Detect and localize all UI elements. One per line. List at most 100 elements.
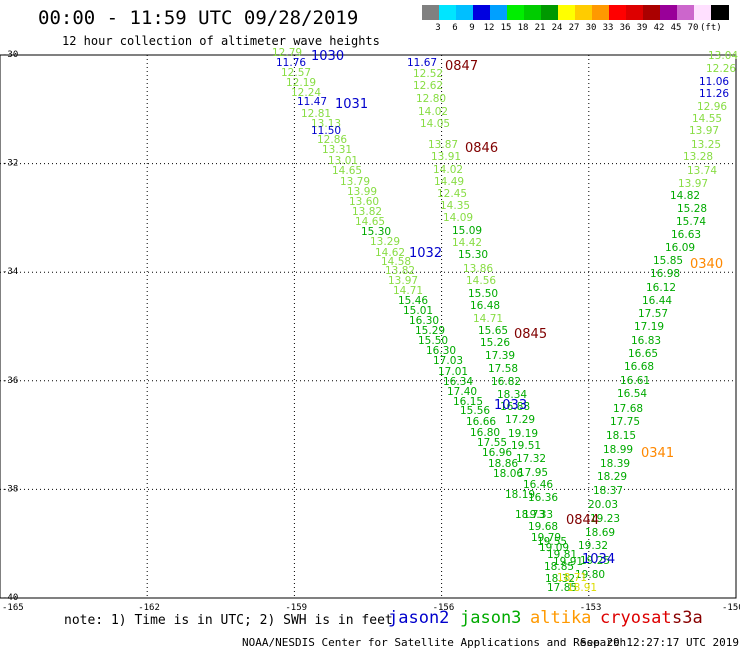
legend-tick-label: 36 — [619, 23, 631, 33]
lon-tick-label: -153 — [580, 603, 602, 613]
wave-height-value: 14.58 — [381, 256, 411, 268]
wave-height-value: 15.26 — [480, 337, 510, 349]
wave-height-value: 12.79 — [272, 47, 302, 59]
wave-height-value: 14.05 — [420, 118, 450, 130]
wave-height-value: 14.62 — [375, 247, 405, 259]
legend-tick-label: 15 — [500, 23, 512, 33]
wave-height-value: 16.15 — [453, 396, 483, 408]
legend-swatch — [660, 5, 678, 20]
legend-altika: altika — [530, 608, 592, 628]
wave-height-value: 17.68 — [613, 403, 643, 415]
wave-height-value: 11.26 — [699, 88, 729, 100]
wave-height-value: 17.58 — [488, 363, 518, 375]
wave-height-value: 18.91 — [567, 582, 597, 594]
lat-tick-label: -32 — [2, 159, 18, 169]
wave-height-value: 12.26 — [706, 63, 736, 75]
wave-height-value: 14.02 — [418, 106, 448, 118]
wave-height-value: 15.74 — [676, 216, 706, 228]
legend-swatch — [524, 5, 542, 20]
wave-height-value: 14.35 — [440, 200, 470, 212]
wave-height-value: 12.57 — [281, 67, 311, 79]
wave-height-value: 12.62 — [413, 80, 443, 92]
wave-height-value: 17.95 — [518, 467, 548, 479]
wave-height-value: 15.85 — [653, 255, 683, 267]
wave-height-value: 16.80 — [470, 427, 500, 439]
wave-height-value: 14.71 — [393, 285, 423, 297]
wave-height-value: 17.85 — [547, 582, 577, 594]
pass-time-label: 1034 — [582, 552, 615, 567]
pass-time-label: 0845 — [514, 327, 547, 342]
legend-tick-label: 21 — [534, 23, 546, 33]
lon-tick-label: -159 — [285, 603, 307, 613]
legend-tick-label: 45 — [670, 23, 682, 33]
wave-height-value: 16.46 — [523, 479, 553, 491]
wave-height-value: 11.47 — [297, 96, 327, 108]
lat-tick-label: -36 — [2, 376, 18, 386]
legend-tick-label: 9 — [469, 23, 475, 33]
wave-height-value: 13.60 — [349, 196, 379, 208]
wave-height-value: 12.81 — [301, 108, 331, 120]
wave-height-value: 16.48 — [470, 300, 500, 312]
pass-time-label: 1030 — [311, 49, 344, 64]
wave-height-value: 14.56 — [466, 275, 496, 287]
wave-height-value: 12.45 — [437, 188, 467, 200]
wave-height-value: 18.69 — [585, 527, 615, 539]
wave-height-value: 17.03 — [433, 355, 463, 367]
wave-height-value: 14.82 — [670, 190, 700, 202]
legend-swatch — [541, 5, 559, 20]
wave-height-value: 13.99 — [347, 186, 377, 198]
lat-tick-label: -38 — [2, 484, 18, 494]
wave-height-value: 17.39 — [485, 350, 515, 362]
wave-height-value: 15.30 — [458, 249, 488, 261]
wave-height-value: 16.65 — [628, 348, 658, 360]
pass-time-label: 1031 — [335, 97, 368, 112]
wave-height-value: 19.81 — [547, 549, 577, 561]
wave-height-value: 14.55 — [692, 113, 722, 125]
wave-height-value: 12.80 — [416, 93, 446, 105]
wave-height-value: 13.04 — [708, 50, 738, 62]
wave-height-value: 18.19 — [505, 489, 535, 501]
wave-height-value: 19.91 — [553, 556, 583, 568]
wave-height-value: 15.09 — [452, 225, 482, 237]
legend-tick-label: 3 — [435, 23, 441, 33]
wave-height-value: 18.86 — [488, 458, 518, 470]
wave-height-value: 18.99 — [603, 444, 633, 456]
wave-height-value: 16.44 — [642, 295, 672, 307]
wave-height-value: 16.98 — [650, 268, 680, 280]
wave-height-value: 16.09 — [665, 242, 695, 254]
wave-height-value: 18.34 — [497, 389, 527, 401]
legend-swatch — [422, 5, 440, 20]
wave-height-value: 17.75 — [610, 416, 640, 428]
legend-swatch — [711, 5, 729, 20]
wave-height-value: 13.86 — [463, 263, 493, 275]
wave-height-value: 18.32 — [545, 573, 575, 585]
lon-tick-label: -162 — [138, 603, 160, 613]
legend-jason3: jason3 — [460, 608, 522, 628]
legend-swatch — [575, 5, 593, 20]
units-note: note: 1) Time is in UTC; 2) SWH is in fe… — [64, 613, 393, 628]
wave-height-value: 19.79 — [531, 532, 561, 544]
wave-height-value: 19.80 — [575, 569, 605, 581]
wave-height-value: 15.28 — [677, 203, 707, 215]
wave-height-value: 12.24 — [291, 87, 321, 99]
generated-timestamp: Sep 29 12:27:17 UTC 2019 — [580, 636, 739, 649]
wave-height-value: 15.56 — [460, 405, 490, 417]
legend-swatch — [490, 5, 508, 20]
legend-s3a: s3a — [672, 608, 703, 628]
wave-height-value: 13.97 — [689, 125, 719, 137]
wave-height-value: 11.06 — [699, 76, 729, 88]
wave-height-value: 19.23 — [590, 513, 620, 525]
pass-time-label: 1032 — [409, 246, 442, 261]
pass-time-label: 0847 — [445, 59, 478, 74]
lat-tick-label: -30 — [2, 50, 18, 60]
wave-height-value: 16.83 — [631, 335, 661, 347]
legend-swatch — [439, 5, 457, 20]
wave-height-value: 14.65 — [355, 216, 385, 228]
wave-height-value: 13.31 — [322, 144, 352, 156]
lat-tick-label: -40 — [2, 593, 18, 603]
legend-tick-label: 6 — [452, 23, 458, 33]
lat-tick-label: -34 — [2, 267, 18, 277]
pass-time-label: 0341 — [641, 446, 674, 461]
